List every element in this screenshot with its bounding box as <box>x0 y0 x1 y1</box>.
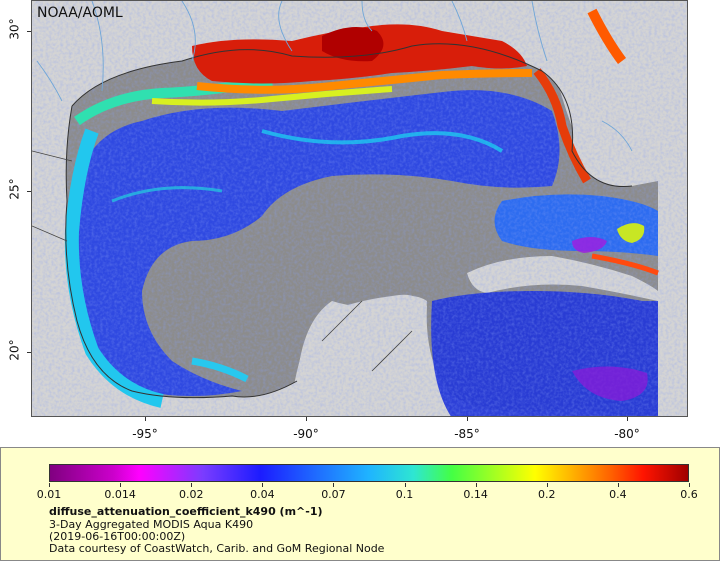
colorbar-tickmark <box>404 483 406 487</box>
colorbar-tickmark <box>262 483 264 487</box>
colorbar-tickmark <box>475 483 477 487</box>
colorbar-tickmark <box>333 483 335 487</box>
colorbar-tick-label: 0.01 <box>36 488 62 501</box>
yucatan-shelf-band <box>191 357 249 383</box>
date-line: (2019-06-16T00:00:00Z) <box>49 530 186 543</box>
variable-name: diffuse_attenuation_coefficient_k490 (m^… <box>49 505 323 518</box>
lon-tickmark-90 <box>306 417 307 421</box>
colorbar-tickmark <box>120 483 122 487</box>
lat-tick-20: 20° <box>7 339 22 361</box>
lon-tickmark-85 <box>467 417 468 421</box>
central-ribbon <box>111 186 223 203</box>
agency-label: NOAA/AOML <box>37 5 123 21</box>
northern-orange-fringe <box>196 69 533 94</box>
colorbar <box>49 464 689 482</box>
colorbar-tick-label: 0.14 <box>463 488 488 501</box>
bahamas-bank <box>617 223 645 243</box>
lat-tickmark-30 <box>27 31 31 32</box>
border-line <box>32 150 413 372</box>
loop-current-edge <box>261 129 504 153</box>
river-lines <box>36 1 633 152</box>
lon-tick-80: -80° <box>614 427 640 441</box>
colorbar-tick-label: 0.07 <box>321 488 346 501</box>
east-florida-plume <box>587 8 627 64</box>
lat-tickmark-20 <box>27 352 31 353</box>
k490-map <box>32 1 687 416</box>
colorbar-tickmark <box>546 483 548 487</box>
lat-tick-30: 30° <box>7 18 22 40</box>
map-frame[interactable] <box>31 0 688 417</box>
mississippi-plume <box>322 27 384 62</box>
florida-coast-plume <box>533 68 591 184</box>
colorbar-tick-label: 0.4 <box>609 488 627 501</box>
credit-line: Data courtesy of CoastWatch, Carib. and … <box>49 542 385 555</box>
lon-tick-90: -90° <box>293 427 319 441</box>
west-coastline <box>65 105 298 399</box>
colorbar-tick-label: 0.014 <box>104 488 136 501</box>
colorbar-tick-label: 0.1 <box>395 488 414 501</box>
colorbar-tickmark <box>191 483 193 487</box>
colorbar-tick-label: 0.6 <box>680 488 698 501</box>
violet-patch <box>572 237 607 253</box>
colorbar-tickmark <box>617 483 619 487</box>
lat-tick-25: 25° <box>7 178 22 200</box>
lon-tickmark-95 <box>145 417 146 421</box>
colorbar-tick-label: 0.2 <box>538 488 556 501</box>
colorbar-tick-label: 0.04 <box>250 488 275 501</box>
western-shelf-band <box>64 128 164 408</box>
colorbar-tickmark <box>49 483 50 487</box>
lon-tick-85: -85° <box>454 427 480 441</box>
colorbar-tick-label: 0.02 <box>178 488 204 501</box>
legend-panel: diffuse_attenuation_coefficient_k490 (m^… <box>0 447 720 561</box>
lat-tickmark-25 <box>27 191 31 192</box>
lon-tick-95: -95° <box>132 427 158 441</box>
north-coastline <box>71 43 633 188</box>
cuba-north-plume <box>591 253 659 276</box>
colorbar-tickmark <box>689 483 690 487</box>
northern-yellow-fringe <box>151 86 393 106</box>
product-line: 3-Day Aggregated MODIS Aqua K490 <box>49 518 254 531</box>
lon-tickmark-80 <box>627 417 628 421</box>
caribbean-violet-patch <box>572 366 648 401</box>
